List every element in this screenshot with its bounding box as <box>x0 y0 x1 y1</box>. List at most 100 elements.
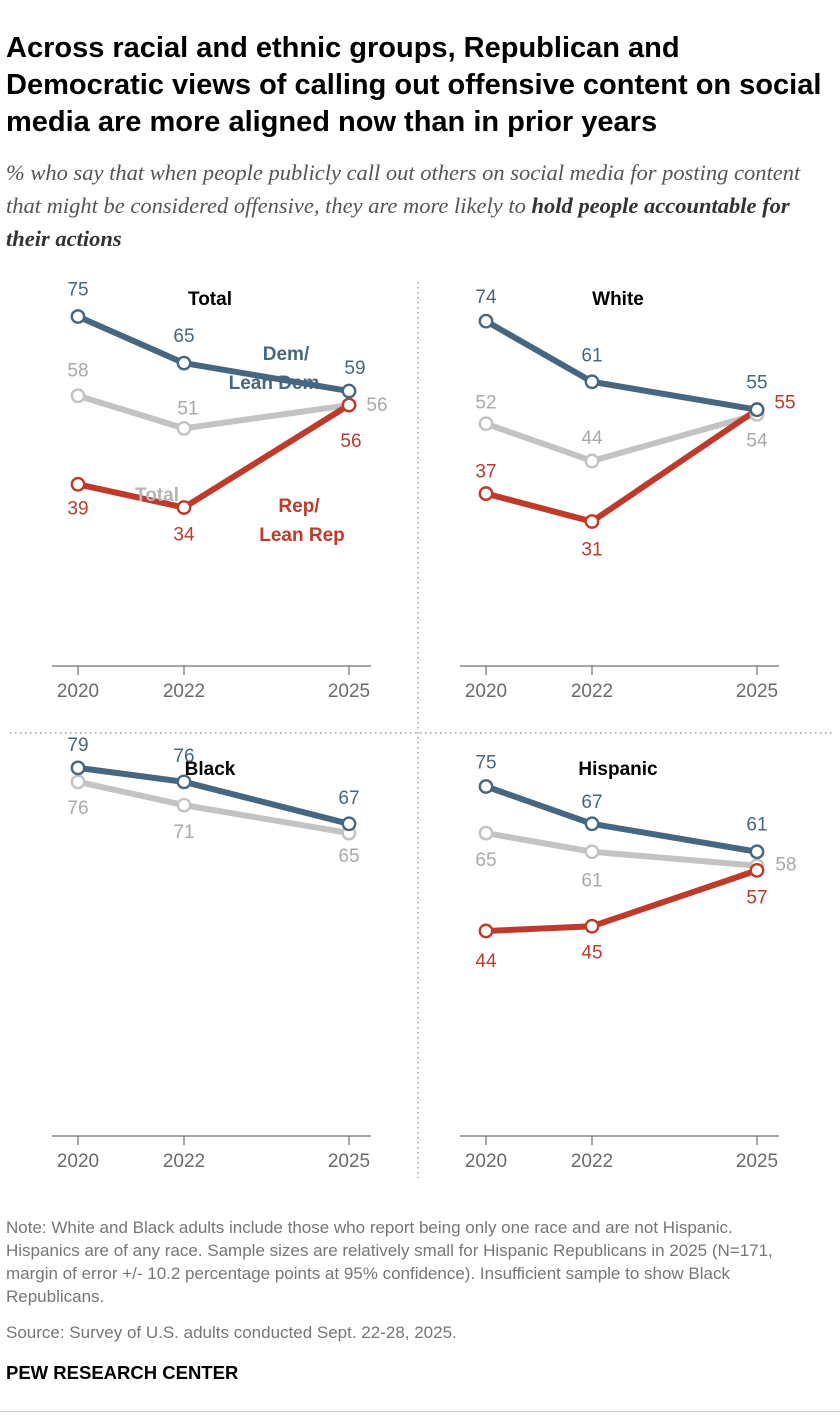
data-label-total: 51 <box>177 398 198 419</box>
data-label-rep: 31 <box>581 540 602 561</box>
data-label-rep: 45 <box>581 942 602 963</box>
data-label-total: 44 <box>581 428 603 449</box>
data-point-dem <box>341 383 357 399</box>
data-point-total <box>176 420 192 436</box>
data-label-dem: 67 <box>581 792 602 813</box>
panel-total: Total 2020 2022 2025 58 51 56 39 34 56 75 65 59 Dem/L… <box>52 280 388 702</box>
data-label-dem: 61 <box>581 346 602 367</box>
data-label-total: 61 <box>581 871 602 892</box>
series-line-rep <box>485 867 758 934</box>
data-label-rep: 55 <box>774 393 795 414</box>
data-point-rep <box>70 476 86 492</box>
data-label-dem: 65 <box>173 326 194 347</box>
data-label-dem: 61 <box>746 815 767 836</box>
x-tick-label: 2025 <box>328 1151 370 1172</box>
data-label-dem: 75 <box>67 280 88 301</box>
panel-white: White 2020 2022 2025 52 44 54 37 31 55 74 61 55 <box>460 287 796 702</box>
x-tick-label: 2025 <box>328 681 370 702</box>
data-point-dem <box>584 374 600 390</box>
subtitle-emphasis: hold people accountable for their action… <box>6 193 790 251</box>
data-point-total <box>584 453 600 469</box>
panel-black: Black 2020 2022 2025 76 71 65 79 76 67 <box>52 735 371 1172</box>
data-point-rep <box>341 397 357 413</box>
subtitle-text: % who say that when people publicly call… <box>6 160 801 218</box>
data-label-total: 76 <box>67 798 88 819</box>
data-label-rep: 34 <box>173 525 195 546</box>
data-point-total <box>478 416 494 432</box>
data-point-rep <box>176 500 192 515</box>
x-tick-label: 2020 <box>57 1151 99 1172</box>
data-point-rep <box>749 862 765 878</box>
data-point-rep <box>478 923 494 939</box>
data-label-dem: 75 <box>475 753 496 774</box>
data-point-dem <box>70 309 86 324</box>
series-line-total <box>485 830 758 869</box>
data-label-rep: 39 <box>67 498 88 519</box>
data-point-total <box>70 388 86 404</box>
data-point-dem <box>478 313 494 329</box>
x-tick-label: 2020 <box>465 1151 507 1172</box>
data-label-dem: 76 <box>173 746 194 767</box>
data-point-dem <box>176 355 192 371</box>
data-label-total: 71 <box>173 822 194 843</box>
data-point-total <box>70 774 86 790</box>
chart-subtitle: % who say that when people publicly call… <box>6 156 832 255</box>
data-label-total: 56 <box>366 395 387 416</box>
data-label-dem: 74 <box>475 287 497 308</box>
series-name-dem-line2: Lean Dem <box>229 373 320 394</box>
data-label-total: 52 <box>475 393 496 414</box>
data-point-dem <box>341 816 357 832</box>
data-label-total: 58 <box>67 361 88 382</box>
x-tick-label: 2025 <box>736 1151 778 1172</box>
data-point-total <box>478 825 494 841</box>
data-point-dem <box>584 816 600 832</box>
data-label-total: 54 <box>746 430 768 451</box>
series-line-total <box>77 392 350 432</box>
data-label-dem: 59 <box>344 358 365 379</box>
data-point-rep <box>584 918 600 934</box>
chart-note: Note: White and Black adults include tho… <box>6 1218 773 1306</box>
data-point-dem <box>749 844 765 860</box>
series-name-rep-line2: Lean Rep <box>259 525 345 546</box>
data-label-total: 58 <box>775 855 796 876</box>
data-point-dem <box>478 779 494 794</box>
data-point-rep <box>478 486 494 501</box>
series-name-dem-line1: Dem/ <box>263 344 310 365</box>
x-tick-label: 2022 <box>571 1151 613 1172</box>
series-line-dem <box>484 318 758 413</box>
data-label-dem: 79 <box>67 735 88 756</box>
data-label-rep: 44 <box>475 951 497 972</box>
x-tick-label: 2022 <box>163 1151 205 1172</box>
series-name-rep-line1: Rep/ <box>278 496 320 517</box>
data-point-dem <box>176 774 192 790</box>
chart-source: Source: Survey of U.S. adults conducted … <box>6 1323 457 1342</box>
x-tick-label: 2020 <box>465 681 507 702</box>
panel-title: Hispanic <box>578 759 658 780</box>
data-point-dem <box>749 402 765 418</box>
data-label-dem: 55 <box>746 373 767 394</box>
data-point-total <box>176 797 192 813</box>
data-point-total <box>584 844 600 860</box>
data-label-dem: 67 <box>338 788 359 809</box>
x-tick-label: 2020 <box>57 681 99 702</box>
x-tick-label: 2025 <box>736 681 778 702</box>
chart-title: Across racial and ethnic groups, Republi… <box>6 32 822 138</box>
x-tick-label: 2022 <box>163 681 205 702</box>
data-label-rep: 57 <box>746 887 767 908</box>
panel-title: Total <box>188 289 232 310</box>
brand-wordmark: PEW RESEARCH CENTER <box>6 1362 239 1383</box>
data-label-rep: 37 <box>475 462 496 483</box>
data-point-rep <box>584 514 600 529</box>
bottom-divider <box>0 1411 840 1412</box>
panel-title: White <box>592 289 644 310</box>
data-label-rep: 56 <box>340 431 361 452</box>
data-point-dem <box>70 760 86 776</box>
panel-hispanic: Hispanic 2020 2022 2025 65 61 58 44 45 57 75 67 61 <box>460 753 797 1172</box>
data-label-total: 65 <box>338 846 359 867</box>
data-label-total: 65 <box>475 850 496 871</box>
small-multiples-chart: Total 2020 2022 2025 58 51 56 39 34 56 75 65 59 Dem/L… <box>10 280 834 1178</box>
panel-title: Black <box>185 759 236 780</box>
series-name-total: Total <box>135 485 179 506</box>
series-line-rep <box>77 402 351 511</box>
x-tick-label: 2022 <box>571 681 613 702</box>
